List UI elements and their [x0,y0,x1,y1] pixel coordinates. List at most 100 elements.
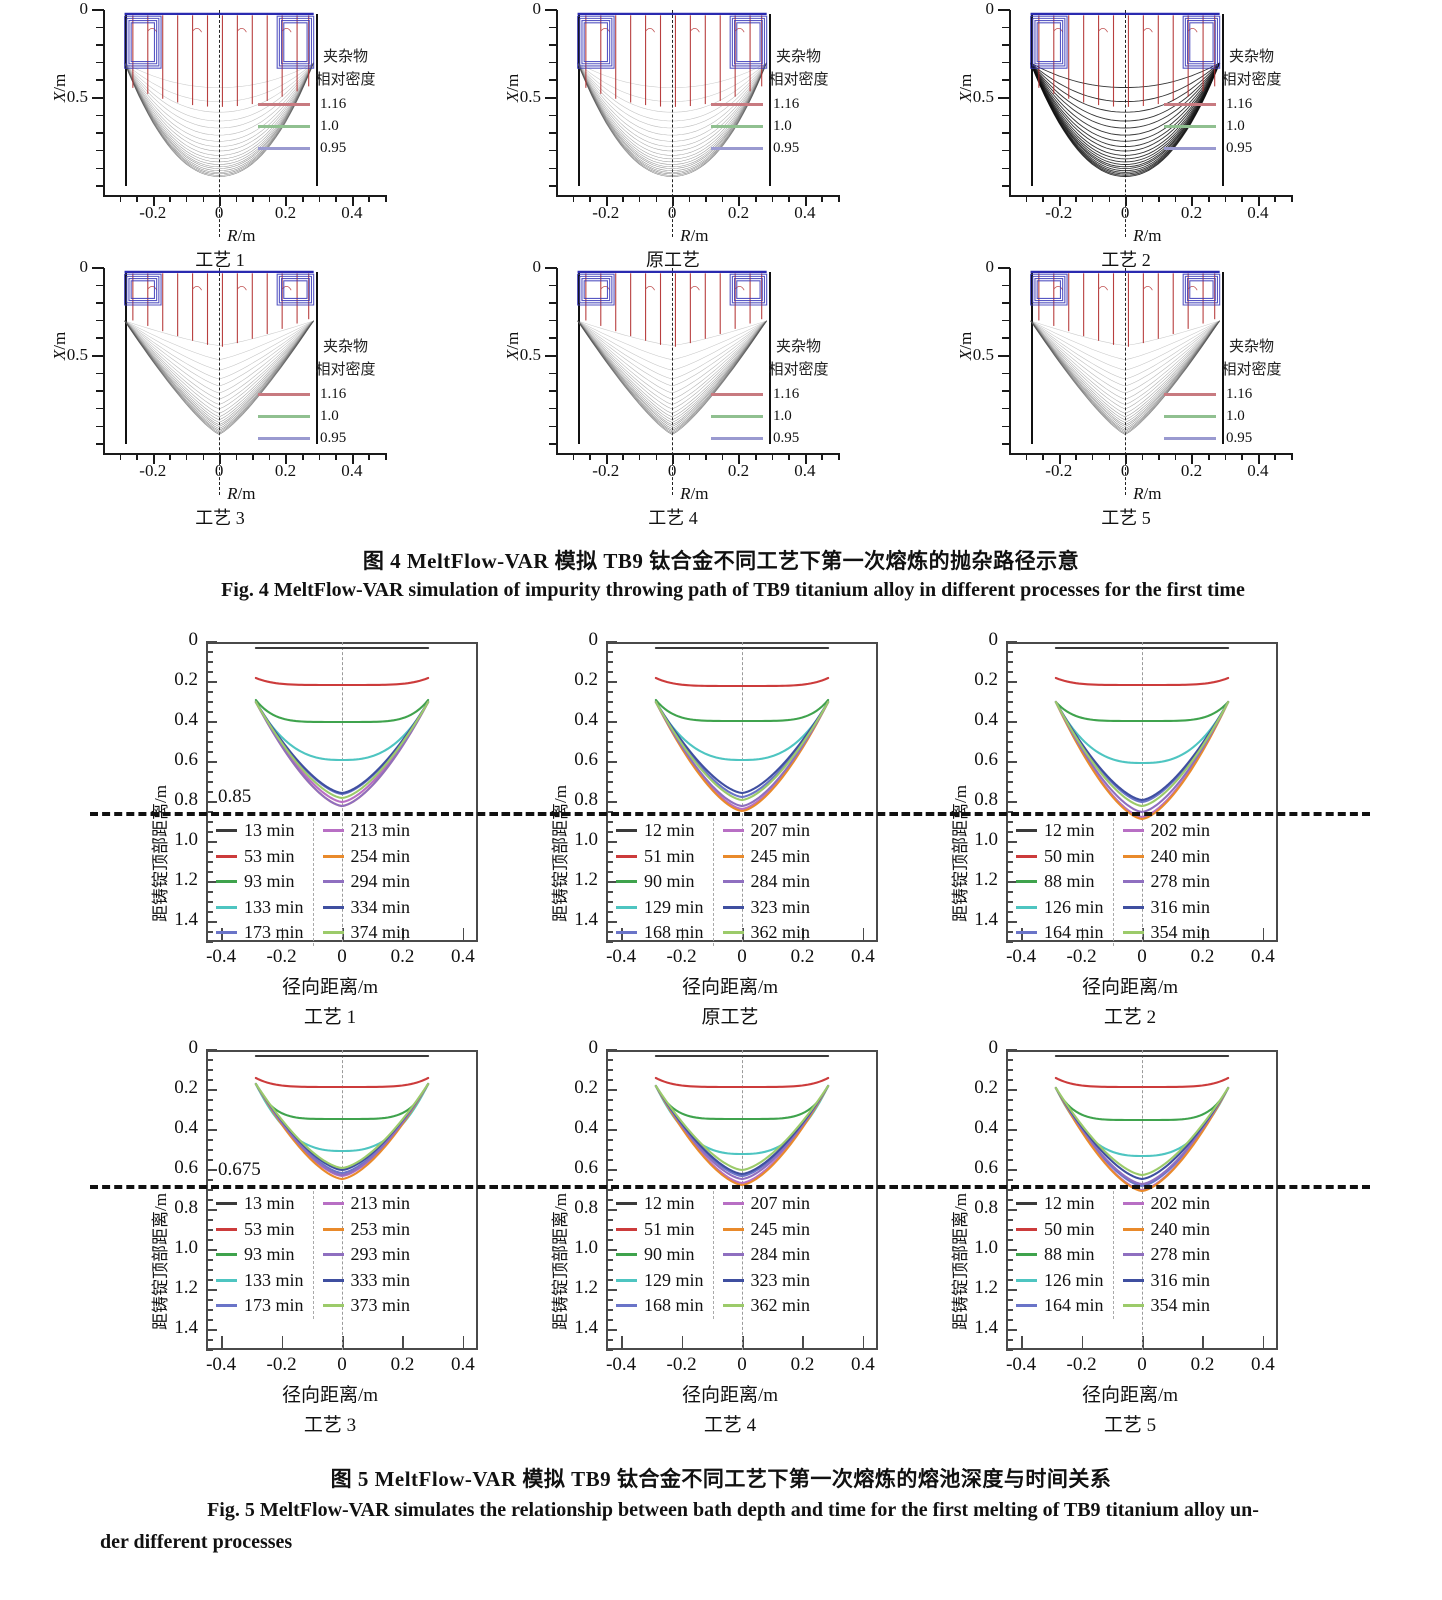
legend-value: 0.95 [1226,430,1253,446]
y-tick [606,1279,613,1281]
figure-5-legend: 12 min 51 min 90 min 129 min 168 min 207 min 2… [616,818,810,946]
legend-swatch-icon [216,854,237,858]
figure-5-panel-6: 0 0.2 0.4 0.6 0.8 1.0 1.2 1.4 距铸锭顶部距离/m -0.4 -0.2 0… [890,1028,1370,1443]
x-tick-label: 0.2 [390,946,415,967]
y-tick [1002,425,1010,428]
y-tick [206,1319,213,1321]
x-tick [681,1336,684,1350]
x-tick-label: -0.4 [1006,1354,1037,1375]
y-tick [206,1139,213,1141]
x-tick [1257,195,1260,206]
y-tick [206,1069,213,1071]
legend-entry: 254 min [322,844,410,870]
y-tick [206,1109,213,1111]
y-tick [206,741,213,743]
legend-label: 213 min [350,820,411,841]
x-axis-label: R/m [680,484,709,503]
legend-label: 323 min [750,896,811,917]
legend-swatch-icon [322,829,344,833]
legend-label: 126 min [1044,1269,1104,1290]
x-tick [1108,453,1111,460]
y-tick [606,1119,613,1121]
y-axis-line [103,268,105,453]
legend-swatch-icon [1016,829,1037,833]
x-tick [705,195,707,202]
y-tick [606,741,613,743]
x-tick [235,195,238,202]
x-tick-label: -0.4 [606,1354,637,1375]
y-tick [206,1309,213,1311]
x-tick [655,195,658,202]
y-tick [1006,801,1017,803]
y-tick [206,661,213,663]
legend-swatch-icon [616,931,637,935]
legend-swatch-icon [322,880,344,884]
y-tick-label: 0.4 [174,1117,198,1138]
y-tick [606,1319,613,1321]
y-tick [1006,1159,1013,1161]
legend-swatch-icon [322,1278,344,1282]
y-tick [96,26,104,29]
y-tick-label: 0.6 [974,749,998,770]
center-axis-line [672,268,674,495]
y-tick-label: 1.0 [574,829,598,850]
x-tick [821,195,823,202]
y-tick [206,811,213,813]
figure-5-legend: 12 min 50 min 88 min 126 min 164 min 202 min 2… [1016,1191,1210,1319]
y-tick [1002,61,1010,64]
legend-label: 88 min [1044,1244,1095,1265]
legend-entry: 12 min [616,1191,704,1217]
legend-entry-1.16: 1.16 [1164,386,1339,403]
x-tick [788,453,790,460]
y-tick [1006,641,1017,643]
legend-swatch-icon [616,829,637,833]
y-tick [206,1079,213,1081]
y-tick [549,319,557,322]
legend-entry: 362 min [722,1293,810,1319]
x-tick [1042,453,1044,460]
x-tick-label: -0.2 [139,461,167,480]
legend-label: 164 min [1044,922,1104,943]
y-tick [1002,337,1010,339]
x-tick [119,453,122,460]
legend-title-line1: 夹杂物 [1228,339,1274,355]
y-tick [549,407,557,410]
x-tick [1081,928,1084,942]
figure-4-caption-en: Fig. 4 MeltFlow-VAR simulation of impuri… [221,579,1245,601]
y-tick [998,97,1010,100]
y-tick [606,701,613,703]
y-tick [606,1129,617,1131]
legend-entry: 373 min [322,1293,410,1319]
figure-5-process-label: 工艺 4 [703,1415,757,1436]
y-tick [549,26,557,29]
y-tick [1006,1179,1013,1181]
y-tick-label: 0.6 [574,1157,598,1178]
legend-value: 0.95 [320,430,347,446]
legend-entry: 293 min [322,1242,410,1268]
legend-value: 1.0 [773,118,792,134]
x-tick-label: 0.4 [1247,461,1269,480]
y-tick-label: 1.0 [974,1237,998,1258]
y-tick [1006,1319,1013,1321]
legend-entry: 294 min [322,869,410,895]
legend-entry: 168 min [616,920,704,946]
y-tick-label: 0.4 [174,709,198,730]
y-tick [1006,1069,1013,1071]
center-axis-line [342,1050,343,1350]
x-tick [285,195,288,206]
x-axis-line [103,195,385,197]
legend-swatch-icon [1016,1304,1037,1308]
y-tick [206,1279,213,1281]
pool-depth-curves-4 [254,1054,430,1181]
y-tick [545,9,557,11]
y-tick [206,1119,213,1121]
y-tick [206,901,213,903]
center-axis-line [1142,1050,1143,1350]
legend-label: 354 min [1150,1295,1211,1316]
y-tick-label: 0.4 [974,709,998,730]
legend-label: 173 min [244,922,304,943]
y-tick [1006,1239,1013,1241]
x-tick [672,195,675,206]
legend-label: 51 min [644,1218,695,1239]
y-tick [606,821,613,823]
